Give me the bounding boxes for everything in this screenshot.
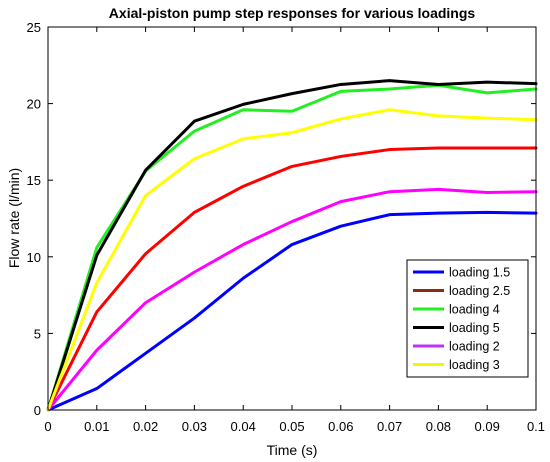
- legend: loading 1.5 loading 2.5 loading 4 loading 5…: [406, 259, 529, 378]
- legend-label-2: loading 2.5: [449, 284, 510, 298]
- legend-label-6: loading 3: [449, 358, 500, 372]
- series-line-4: [46, 79, 538, 412]
- y-tick-label: 20: [27, 97, 41, 112]
- x-axis-label: Time (s): [267, 442, 318, 458]
- legend-label-3: loading 4: [449, 303, 500, 317]
- y-tick-label: 0: [34, 403, 41, 418]
- x-tick-label: 0.01: [84, 419, 109, 434]
- series-line-2: [46, 146, 538, 412]
- x-tick-label: 0.04: [231, 419, 256, 434]
- chart-title: Axial-piston pump step responses for var…: [109, 5, 476, 21]
- axis-ticks: 0 0.01 0.02 0.03 0.04 0.05 0.06 0.07 0.08 0.09 0.1…: [27, 20, 546, 434]
- series-line-6: [46, 108, 538, 412]
- series-layer: [46, 79, 538, 412]
- x-tick-label: 0.02: [133, 419, 158, 434]
- y-tick-label: 15: [27, 173, 41, 188]
- series-line-1: [46, 210, 538, 412]
- x-tick-label: 0.07: [377, 419, 402, 434]
- x-tick-label: 0.1: [527, 419, 545, 434]
- series-line-5: [46, 187, 538, 412]
- legend-label-4: loading 5: [449, 321, 500, 335]
- x-tick-label: 0.09: [475, 419, 500, 434]
- x-tick-label: 0.03: [182, 419, 207, 434]
- x-tick-label: 0.06: [328, 419, 353, 434]
- legend-box: [406, 259, 529, 378]
- x-tick-label: 0: [44, 419, 51, 434]
- y-tick-label: 10: [27, 250, 41, 265]
- legend-label-1: loading 1.5: [449, 266, 510, 280]
- y-tick-label: 25: [27, 20, 41, 35]
- x-tick-label: 0.05: [279, 419, 304, 434]
- legend-label-5: loading 2: [449, 340, 500, 354]
- x-tick-label: 0.08: [426, 419, 451, 434]
- y-axis-label: Flow rate (l/min): [6, 168, 22, 268]
- y-tick-label: 5: [34, 326, 41, 341]
